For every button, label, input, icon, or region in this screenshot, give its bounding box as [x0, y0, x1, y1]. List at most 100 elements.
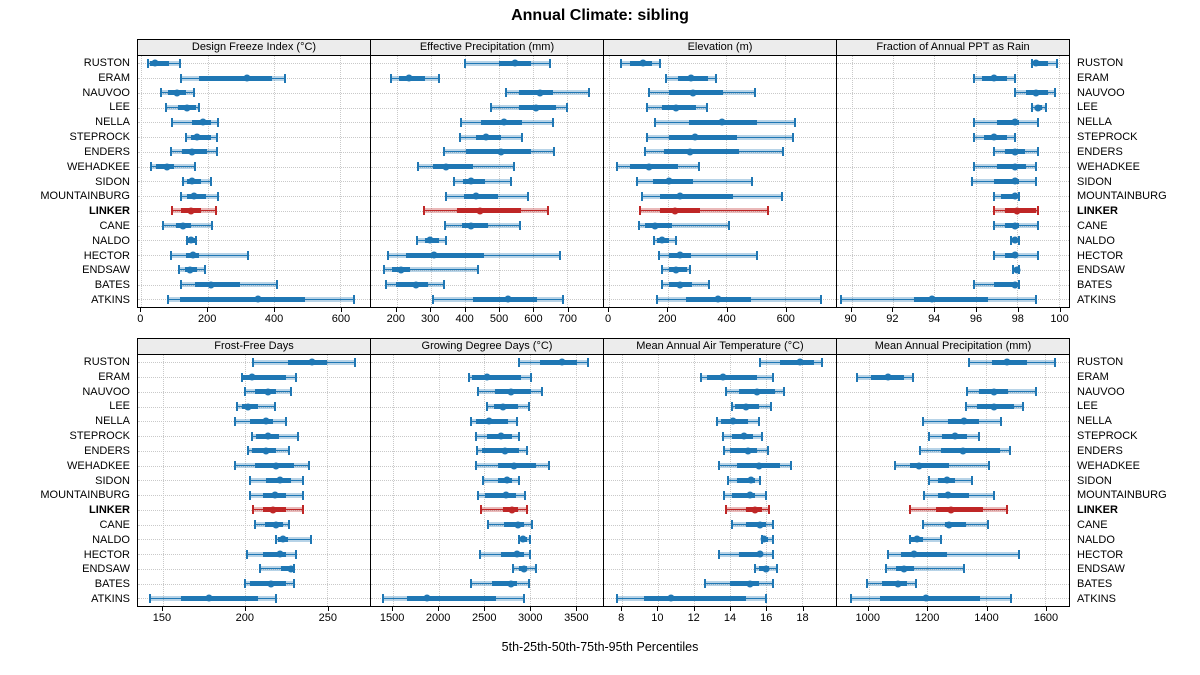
- whisker-cap: [656, 294, 659, 304]
- axis-tick-label: 700: [558, 313, 578, 325]
- median-dot: [503, 476, 511, 484]
- whisker-cap: [245, 549, 248, 559]
- row-grid-line: [604, 539, 836, 541]
- plot-area: [370, 56, 604, 308]
- percentile-row: [837, 399, 1069, 414]
- whisker-cap: [381, 593, 384, 603]
- row-grid-line: [837, 406, 1069, 408]
- percentile-row: [837, 532, 1069, 547]
- axis-tick-label: 200: [198, 313, 217, 325]
- axis-tick-label: 12: [687, 612, 700, 624]
- percentile-row: [371, 576, 603, 591]
- whisker-cap: [203, 265, 206, 275]
- axis-tick-label: 94: [928, 313, 941, 325]
- whisker-cap: [772, 534, 775, 544]
- percentile-row: [371, 473, 603, 488]
- station-label: NAUVOO: [82, 86, 130, 99]
- whisker-cap: [1017, 549, 1020, 559]
- axis-tick: [621, 607, 623, 611]
- percentile-row: [837, 473, 1069, 488]
- whisker-cap: [714, 73, 717, 83]
- percentile-row: [138, 174, 370, 189]
- median-dot: [676, 251, 684, 259]
- row-grid-line: [837, 240, 1069, 242]
- whisker-cap: [966, 387, 969, 397]
- whisker-cap: [385, 280, 388, 290]
- station-label: SIDON: [95, 474, 130, 487]
- whisker-cap: [422, 206, 425, 216]
- whisker-cap: [526, 446, 529, 456]
- axis-tick-label: 96: [969, 313, 983, 325]
- station-label: BATES: [94, 578, 130, 591]
- row-grid-line: [138, 63, 370, 65]
- median-dot: [756, 550, 764, 558]
- whisker-cap: [180, 73, 183, 83]
- whisker-cap: [530, 372, 533, 382]
- median-dot: [1003, 358, 1011, 366]
- whisker-cap: [977, 431, 980, 441]
- median-dot: [687, 74, 695, 82]
- strip-title: Design Freeze Index (°C): [137, 39, 371, 56]
- row-grid-line: [371, 391, 603, 393]
- whisker-cap: [288, 520, 291, 530]
- percentile-range-line: [383, 269, 479, 271]
- median-dot: [672, 266, 680, 274]
- whisker-cap: [275, 593, 278, 603]
- panel-gdd: Growing Degree Days (°C) 1500 2000 2500 3000…: [370, 338, 604, 630]
- whisker-cap: [855, 372, 858, 382]
- whisker-cap: [1010, 235, 1012, 245]
- whisker-cap: [659, 58, 662, 68]
- row-grid-line: [371, 509, 603, 511]
- whisker-cap: [927, 475, 930, 485]
- whisker-cap: [416, 162, 419, 172]
- whisker-cap: [509, 176, 512, 186]
- station-label: ATKINS: [91, 593, 130, 605]
- median-dot: [510, 462, 518, 470]
- whisker-cap: [296, 431, 299, 441]
- whisker-cap: [723, 490, 726, 500]
- axis-tick: [430, 308, 432, 312]
- median-dot: [747, 476, 755, 484]
- percentile-row: [604, 174, 836, 189]
- percentile-row: [837, 562, 1069, 577]
- whisker-cap: [477, 387, 480, 397]
- whisker-cap: [470, 416, 473, 426]
- whisker-cap: [416, 235, 419, 245]
- percentile-iqr-bar: [395, 282, 428, 288]
- percentile-iqr-bar: [663, 149, 740, 155]
- whisker-cap: [1008, 446, 1011, 456]
- plot-area: [836, 56, 1070, 308]
- percentile-row: [371, 218, 603, 233]
- row-grid-line: [371, 107, 603, 109]
- percentile-row: [371, 399, 603, 414]
- median-dot: [199, 118, 207, 126]
- whisker-cap: [820, 294, 823, 304]
- whisker-cap: [476, 446, 479, 456]
- station-label: CANE: [99, 518, 130, 531]
- median-dot: [1011, 236, 1019, 244]
- median-dot: [476, 207, 484, 215]
- axis-tick-label: 10: [651, 612, 664, 624]
- row-grid-line: [837, 554, 1069, 556]
- whisker-cap: [772, 372, 775, 382]
- median-dot: [426, 236, 434, 244]
- axis-tick-label: 400: [264, 313, 284, 325]
- row-grid-line: [371, 583, 603, 585]
- percentile-row: [371, 414, 603, 429]
- row-grid-line: [837, 107, 1069, 109]
- station-label: NALDO: [1077, 533, 1115, 546]
- row-grid-line: [837, 151, 1069, 153]
- percentile-row: [604, 444, 836, 459]
- percentile-row: [837, 547, 1069, 562]
- whisker-cap: [252, 357, 255, 367]
- row-grid-line: [138, 151, 370, 153]
- whisker-cap: [294, 372, 297, 382]
- row-grid-line: [371, 269, 603, 271]
- median-dot: [744, 447, 752, 455]
- whisker-cap: [768, 505, 771, 515]
- station-label: NELLA: [1077, 116, 1112, 129]
- percentile-iqr-bar: [472, 374, 522, 380]
- axis-tick: [274, 308, 276, 312]
- whisker-cap: [443, 280, 446, 290]
- station-label: NELLA: [1077, 415, 1112, 428]
